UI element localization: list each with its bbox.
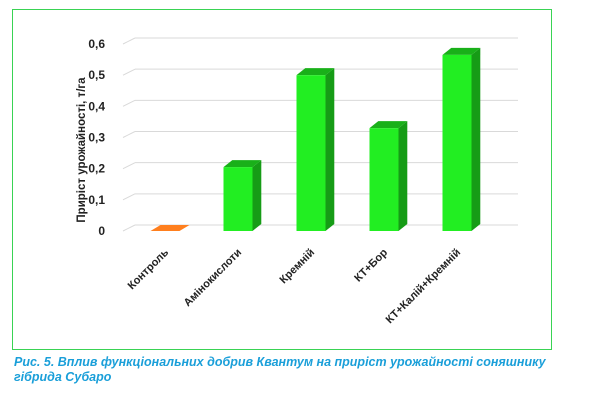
bar-4 [369,121,408,231]
bar-front [296,75,326,232]
grid-line-depth [122,68,136,76]
y-axis-label: Приріст урожайності, т/га [76,77,88,223]
bar-top [296,68,335,76]
bar-front [369,128,399,231]
x-category-label: Амінокислоти [182,247,244,309]
bar-side [252,160,262,231]
grid-line-depth [122,37,136,45]
x-category-label: Кремній [278,247,318,287]
bar-side [471,47,481,232]
y-tick-label: 0,3 [88,131,105,145]
y-axis-ticks: 0 0,1 0,2 0,3 0,4 0,5 0,6 [88,37,105,238]
bar-side [398,121,408,231]
grid-line-depth [122,224,136,232]
caption-label: Рис. 5. [14,355,55,369]
x-axis-categories: Контроль Амінокислоти Кремній КТ+БорКТ+Калі… [126,246,464,326]
bar-2 [223,160,262,231]
bar-5 [442,47,481,232]
y-tick-label: 0 [98,224,105,238]
y-tick-label: 0,5 [88,68,105,82]
bars [150,47,481,232]
grid-line-depth [122,162,136,170]
bar-chart: 0 0,1 0,2 0,3 0,4 0,5 0,6 Контроль Амінокислоти… [76,37,518,326]
bar-1 [150,225,190,231]
grid-line-depth [122,193,136,201]
bar-top [369,121,408,129]
x-category-label: Контроль [126,246,172,292]
y-tick-label: 0,2 [88,162,105,176]
grid-line-depth [122,131,136,138]
bar-flat [150,225,190,231]
chart-frame: 0 0,1 0,2 0,3 0,4 0,5 0,6 Контроль Амінокислоти… [12,9,552,350]
bar-side [325,68,335,231]
figure-caption: Рис. 5. Вплив функціональних добрив Кван… [14,355,554,385]
bar-top [442,47,481,55]
x-category-label: КТ+Калій+Кремній [384,247,463,326]
caption-text: Вплив функціональних добрив Квантум на п… [14,355,546,384]
bar-3 [296,68,335,232]
bar-front [223,167,253,231]
y-tick-label: 0,1 [88,193,105,207]
y-tick-label: 0,6 [88,37,105,51]
bar-top [223,160,262,168]
y-tick-label: 0,4 [88,99,105,113]
grid-line-depth [122,99,136,107]
x-category-label: КТ+Бор [352,246,390,284]
bar-front [442,54,472,232]
